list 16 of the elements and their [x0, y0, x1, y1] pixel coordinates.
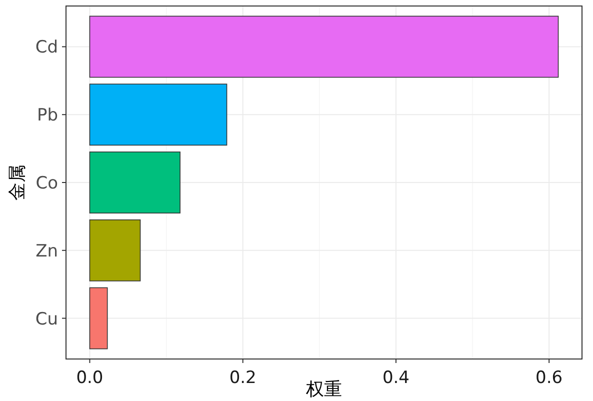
bar [89, 152, 180, 214]
bar [89, 287, 108, 350]
x-axis-title: 权重 [305, 379, 342, 400]
y-tick-label: Pb [36, 106, 58, 126]
bar [89, 219, 141, 282]
y-axis-title: 金属 [7, 164, 28, 200]
y-tick-label: Co [36, 174, 58, 194]
x-tick-label: 0.2 [229, 368, 256, 388]
x-tick-label: 0.0 [76, 368, 104, 388]
bar [89, 84, 228, 146]
y-tick-label: Zn [36, 241, 58, 262]
bar [89, 16, 559, 78]
x-tick-label: 0.6 [536, 368, 563, 388]
y-tick-label: Cd [35, 38, 58, 58]
x-tick-label: 0.4 [382, 368, 410, 388]
y-tick-label: Cu [35, 309, 58, 330]
